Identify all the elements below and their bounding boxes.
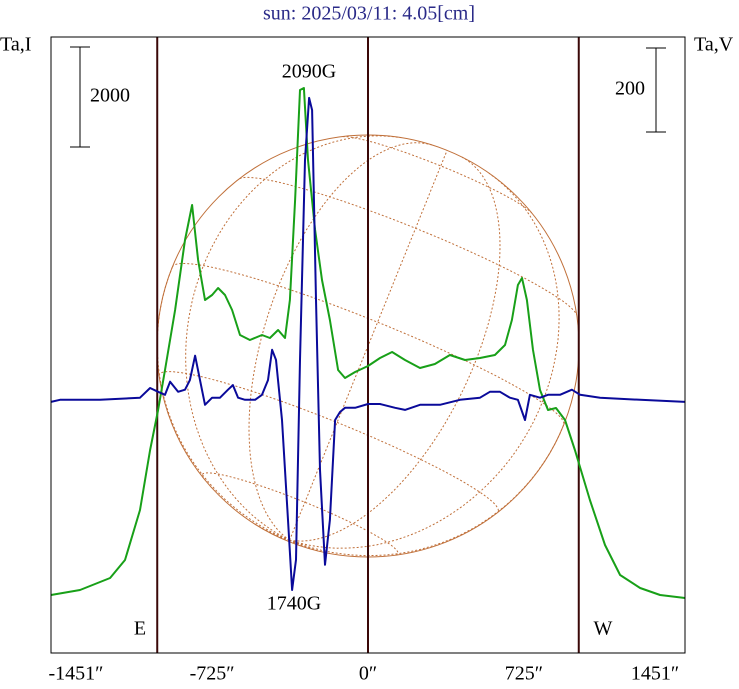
x-tick-label: -725″ <box>190 663 235 685</box>
series-line <box>50 87 686 599</box>
disk-grid-line <box>289 172 560 549</box>
x-tick-label: 1451″ <box>631 663 679 685</box>
scale-bar-label: 200 <box>615 78 645 100</box>
disk-grid-line <box>289 539 300 546</box>
disk-grid-line <box>201 472 399 556</box>
annotation: 1740G <box>267 593 321 615</box>
scale-bar <box>646 47 666 133</box>
disk-grid-line <box>171 263 565 426</box>
x-tick-label: 725″ <box>505 663 543 685</box>
x-tick-label: 0″ <box>359 663 377 685</box>
disk-grid-line <box>248 142 432 541</box>
x-tick-label: -1451″ <box>49 663 104 685</box>
annotation: 2090G <box>282 61 336 83</box>
scale-bar-label: 2000 <box>90 85 130 107</box>
scale-bar <box>70 46 90 148</box>
chart-title: sun: 2025/03/11: 4.05[cm] <box>263 3 475 25</box>
plot-area <box>50 37 686 653</box>
disk-grid-line <box>289 156 501 542</box>
y2-axis-label: Ta,V <box>694 34 734 56</box>
disk-grid-line <box>158 371 499 513</box>
y-axis-label: Ta,I <box>0 34 31 56</box>
disk-grid-line <box>289 150 448 541</box>
disk-grid-line <box>156 266 290 541</box>
disk-grid-line <box>185 135 402 541</box>
frame <box>50 36 686 654</box>
disk-grid-line <box>342 136 533 214</box>
disk-grid-line <box>289 424 565 557</box>
annotation: W <box>594 618 613 640</box>
series-line <box>50 96 686 591</box>
annotation: E <box>134 618 146 640</box>
